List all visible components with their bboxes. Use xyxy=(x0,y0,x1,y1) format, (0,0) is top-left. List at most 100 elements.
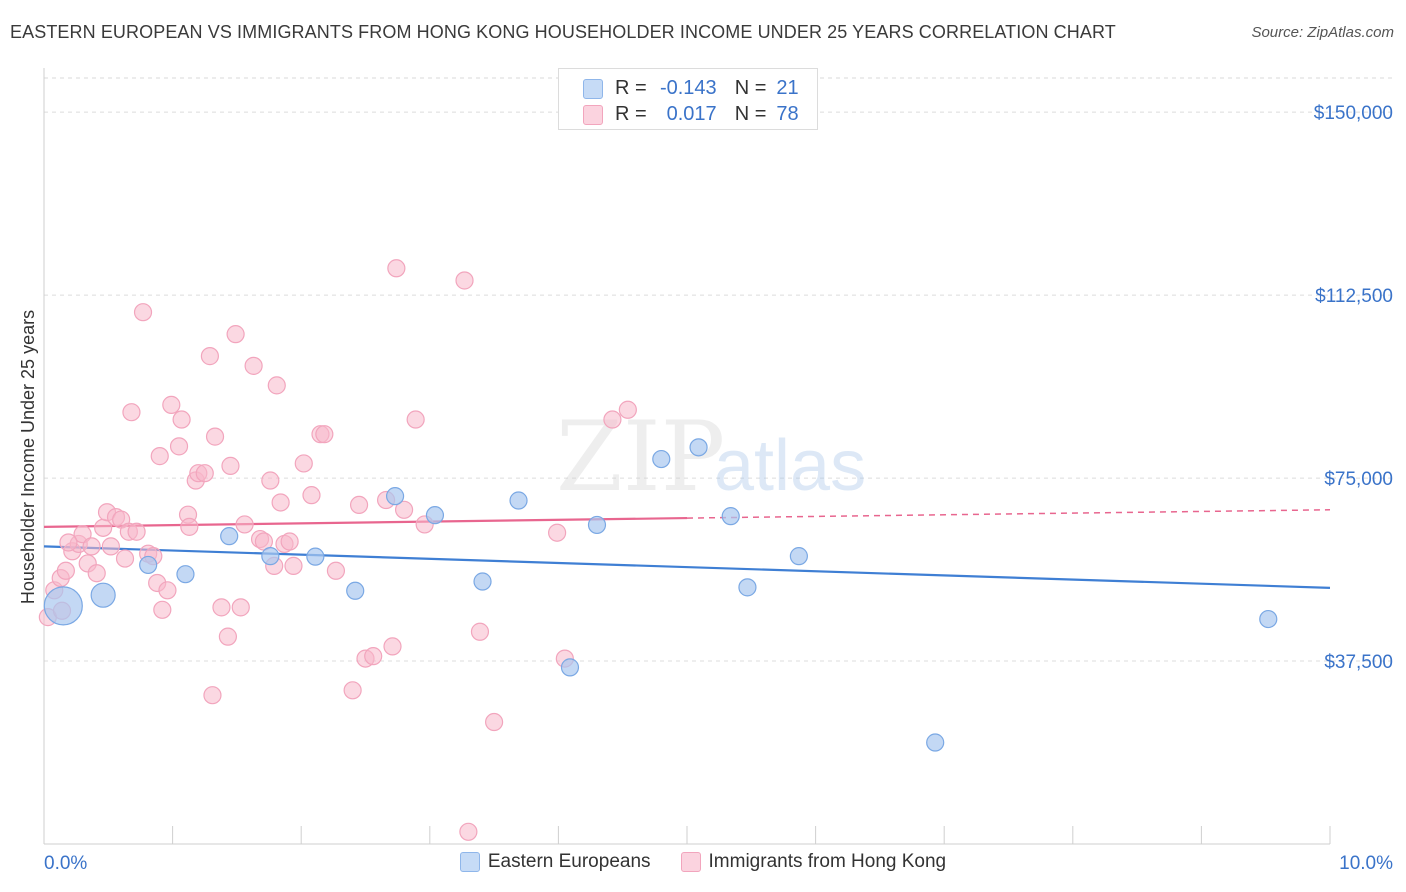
data-point-eastern-european xyxy=(1259,609,1278,629)
data-point-hong-kong xyxy=(364,647,383,666)
data-point-hong-kong xyxy=(56,561,75,580)
data-point-hong-kong xyxy=(73,525,92,544)
data-point-eastern-european xyxy=(509,491,528,510)
data-point-hong-kong xyxy=(203,686,222,705)
chart-title: EASTERN EUROPEAN VS IMMIGRANTS FROM HONG… xyxy=(10,22,1116,42)
data-point-eastern-european xyxy=(587,515,607,535)
n-value: 78 xyxy=(776,103,799,125)
legend-swatch-blue xyxy=(459,852,480,872)
data-point-eastern-european xyxy=(738,578,757,597)
data-point-hong-kong xyxy=(127,522,146,541)
data-point-hong-kong xyxy=(226,325,245,344)
data-point-hong-kong xyxy=(150,447,169,466)
trendline-hong-kong-extension xyxy=(686,509,1331,519)
data-point-eastern-european xyxy=(560,658,580,677)
y-axis-label: Householder Income Under 25 years xyxy=(18,310,38,604)
data-point-eastern-european xyxy=(176,565,195,584)
data-point-hong-kong xyxy=(284,556,303,575)
data-point-hong-kong xyxy=(387,259,406,278)
x-tick-label: 0.0% xyxy=(44,853,87,874)
data-point-hong-kong xyxy=(485,712,504,732)
legend-label: Eastern Europeans xyxy=(487,851,651,872)
stats-row-eastern-european: R = -0.143 N = 21 xyxy=(583,77,799,100)
data-point-hong-kong xyxy=(349,495,369,515)
data-point-hong-kong xyxy=(180,517,199,536)
series-eastern-european-points xyxy=(43,438,1278,752)
r-label: R = xyxy=(615,77,647,99)
legend-swatch-pink xyxy=(680,852,701,872)
data-point-hong-kong xyxy=(200,347,219,366)
data-point-hong-kong xyxy=(235,515,254,534)
data-point-hong-kong xyxy=(162,395,181,414)
data-point-eastern-european xyxy=(139,555,158,575)
data-point-hong-kong xyxy=(195,464,214,483)
n-label: N = xyxy=(734,103,767,125)
data-point-hong-kong xyxy=(115,549,135,568)
watermark: ZIP atlas xyxy=(556,401,866,513)
data-point-hong-kong xyxy=(218,627,237,646)
data-point-eastern-european xyxy=(220,527,239,546)
r-value: -0.143 xyxy=(659,77,717,99)
data-point-hong-kong xyxy=(87,564,106,583)
stats-swatch-pink xyxy=(583,105,603,125)
x-tick-label: 10.0% xyxy=(1339,853,1393,874)
data-point-hong-kong xyxy=(548,523,567,542)
data-point-eastern-european xyxy=(43,586,83,626)
data-point-eastern-european xyxy=(789,547,808,566)
data-point-eastern-european xyxy=(652,449,671,469)
legend-item-hong-kong[interactable]: Immigrants from Hong Kong xyxy=(680,851,947,873)
data-point-hong-kong xyxy=(280,532,299,551)
stats-row-hong-kong: R = 0.017 N = 78 xyxy=(583,103,799,126)
data-point-hong-kong xyxy=(459,822,478,841)
data-point-hong-kong xyxy=(172,410,191,429)
legend: Eastern Europeans Immigrants from Hong K… xyxy=(0,851,1406,873)
data-point-hong-kong xyxy=(343,681,362,700)
data-point-hong-kong xyxy=(618,400,637,419)
data-point-hong-kong xyxy=(302,486,321,505)
data-point-hong-kong xyxy=(261,471,280,490)
data-point-hong-kong xyxy=(470,622,490,641)
n-value: 21 xyxy=(776,77,799,99)
data-point-eastern-european xyxy=(261,547,280,566)
y-tick-label: $112,500 xyxy=(1315,286,1393,307)
data-point-eastern-european xyxy=(385,487,405,506)
stats-box: R = -0.143 N = 21 R = 0.017 N = 78 xyxy=(558,68,818,130)
y-tick-label: $37,500 xyxy=(1324,652,1393,673)
data-point-hong-kong xyxy=(271,493,290,512)
n-label: N = xyxy=(734,77,767,99)
trendlines xyxy=(43,509,1331,589)
data-point-hong-kong xyxy=(169,437,189,456)
stats-swatch-blue xyxy=(583,79,603,99)
data-point-hong-kong xyxy=(212,598,231,617)
data-point-hong-kong xyxy=(153,600,172,619)
data-point-eastern-european xyxy=(473,572,492,591)
watermark-zip: ZIP xyxy=(556,401,725,513)
data-point-hong-kong xyxy=(101,537,120,556)
legend-item-eastern-europeans[interactable]: Eastern Europeans xyxy=(459,851,651,873)
data-point-hong-kong xyxy=(221,456,240,475)
data-point-eastern-european xyxy=(306,547,325,566)
axes xyxy=(43,68,1331,845)
data-point-hong-kong xyxy=(205,427,225,446)
source-label: Source: ZipAtlas.com xyxy=(1251,24,1394,41)
data-point-hong-kong xyxy=(244,356,263,375)
trendline-hong-kong xyxy=(43,516,688,528)
legend-label: Immigrants from Hong Kong xyxy=(708,851,947,872)
watermark-atlas: atlas xyxy=(714,426,866,506)
data-point-hong-kong xyxy=(59,533,78,552)
data-point-hong-kong xyxy=(455,271,474,290)
data-point-hong-kong xyxy=(294,454,313,473)
data-point-hong-kong xyxy=(315,425,334,444)
data-point-hong-kong xyxy=(82,537,101,556)
data-point-eastern-european xyxy=(926,733,945,752)
data-point-eastern-european xyxy=(346,581,365,600)
data-point-eastern-european xyxy=(689,438,708,457)
data-point-eastern-european xyxy=(90,582,116,608)
tick-labels: $37,500 $75,000 $112,500 $150,000 0.0% 10.0% xyxy=(44,103,1393,874)
data-point-hong-kong xyxy=(394,500,414,519)
data-point-hong-kong xyxy=(326,561,346,580)
data-point-eastern-european xyxy=(425,506,445,525)
r-label: R = xyxy=(615,103,647,125)
data-point-hong-kong xyxy=(122,403,141,422)
